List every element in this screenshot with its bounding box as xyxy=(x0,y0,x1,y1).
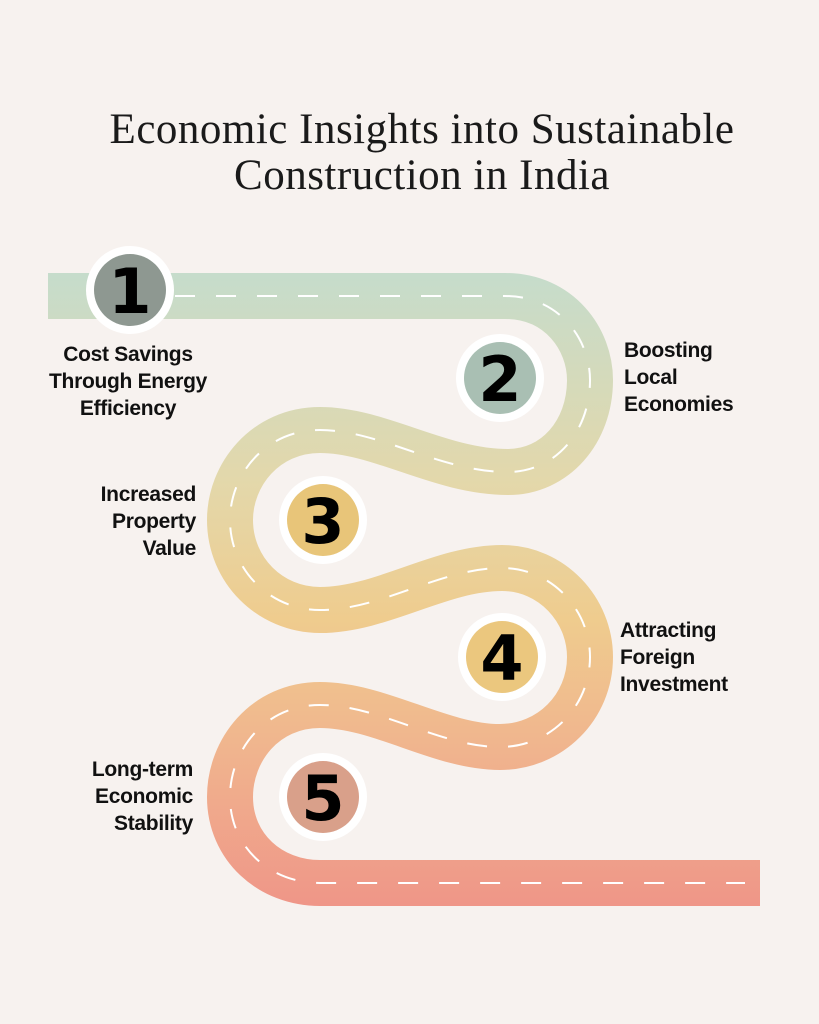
step-1: 1 Cost Savings Through Energy Efficiency xyxy=(49,246,208,420)
step-label-line: Economies xyxy=(624,393,733,416)
step-label-line: Investment xyxy=(620,673,728,696)
step-badge xyxy=(466,621,538,693)
step-number: 4 xyxy=(480,622,523,695)
step-badge xyxy=(287,761,359,833)
step-label-line: Foreign xyxy=(620,646,695,669)
title-line-1: Economic Insights into Sustainable xyxy=(110,106,735,153)
step-label-line: Cost Savings xyxy=(63,343,192,366)
step-number: 5 xyxy=(301,762,344,835)
step-label-line: Efficiency xyxy=(80,397,177,420)
step-badge xyxy=(464,342,536,414)
step-label-line: Economic xyxy=(95,785,194,808)
step-number: 3 xyxy=(301,485,344,558)
step-label-line: Long-term xyxy=(92,758,193,781)
step-label-line: Attracting xyxy=(620,619,716,642)
step-4: 4 Attracting Foreign Investment xyxy=(458,613,728,701)
step-label-line: Property xyxy=(112,510,197,533)
step-5: 5 Long-term Economic Stability xyxy=(92,753,367,841)
road-center-dashes xyxy=(175,295,745,884)
title-line-2: Construction in India xyxy=(234,152,610,199)
step-number: 2 xyxy=(478,343,521,416)
step-3: 3 Increased Property Value xyxy=(101,476,367,564)
step-label-line: Boosting xyxy=(624,339,713,362)
step-label-line: Increased xyxy=(101,483,196,506)
step-number: 1 xyxy=(108,255,151,328)
step-label-line: Stability xyxy=(114,812,194,835)
step-label-line: Value xyxy=(143,537,196,560)
step-2: 2 Boosting Local Economies xyxy=(456,334,734,422)
road xyxy=(48,273,760,906)
step-badge xyxy=(287,484,359,556)
step-label-line: Through Energy xyxy=(49,370,208,393)
step-badge xyxy=(94,254,166,326)
step-label-line: Local xyxy=(624,366,677,389)
